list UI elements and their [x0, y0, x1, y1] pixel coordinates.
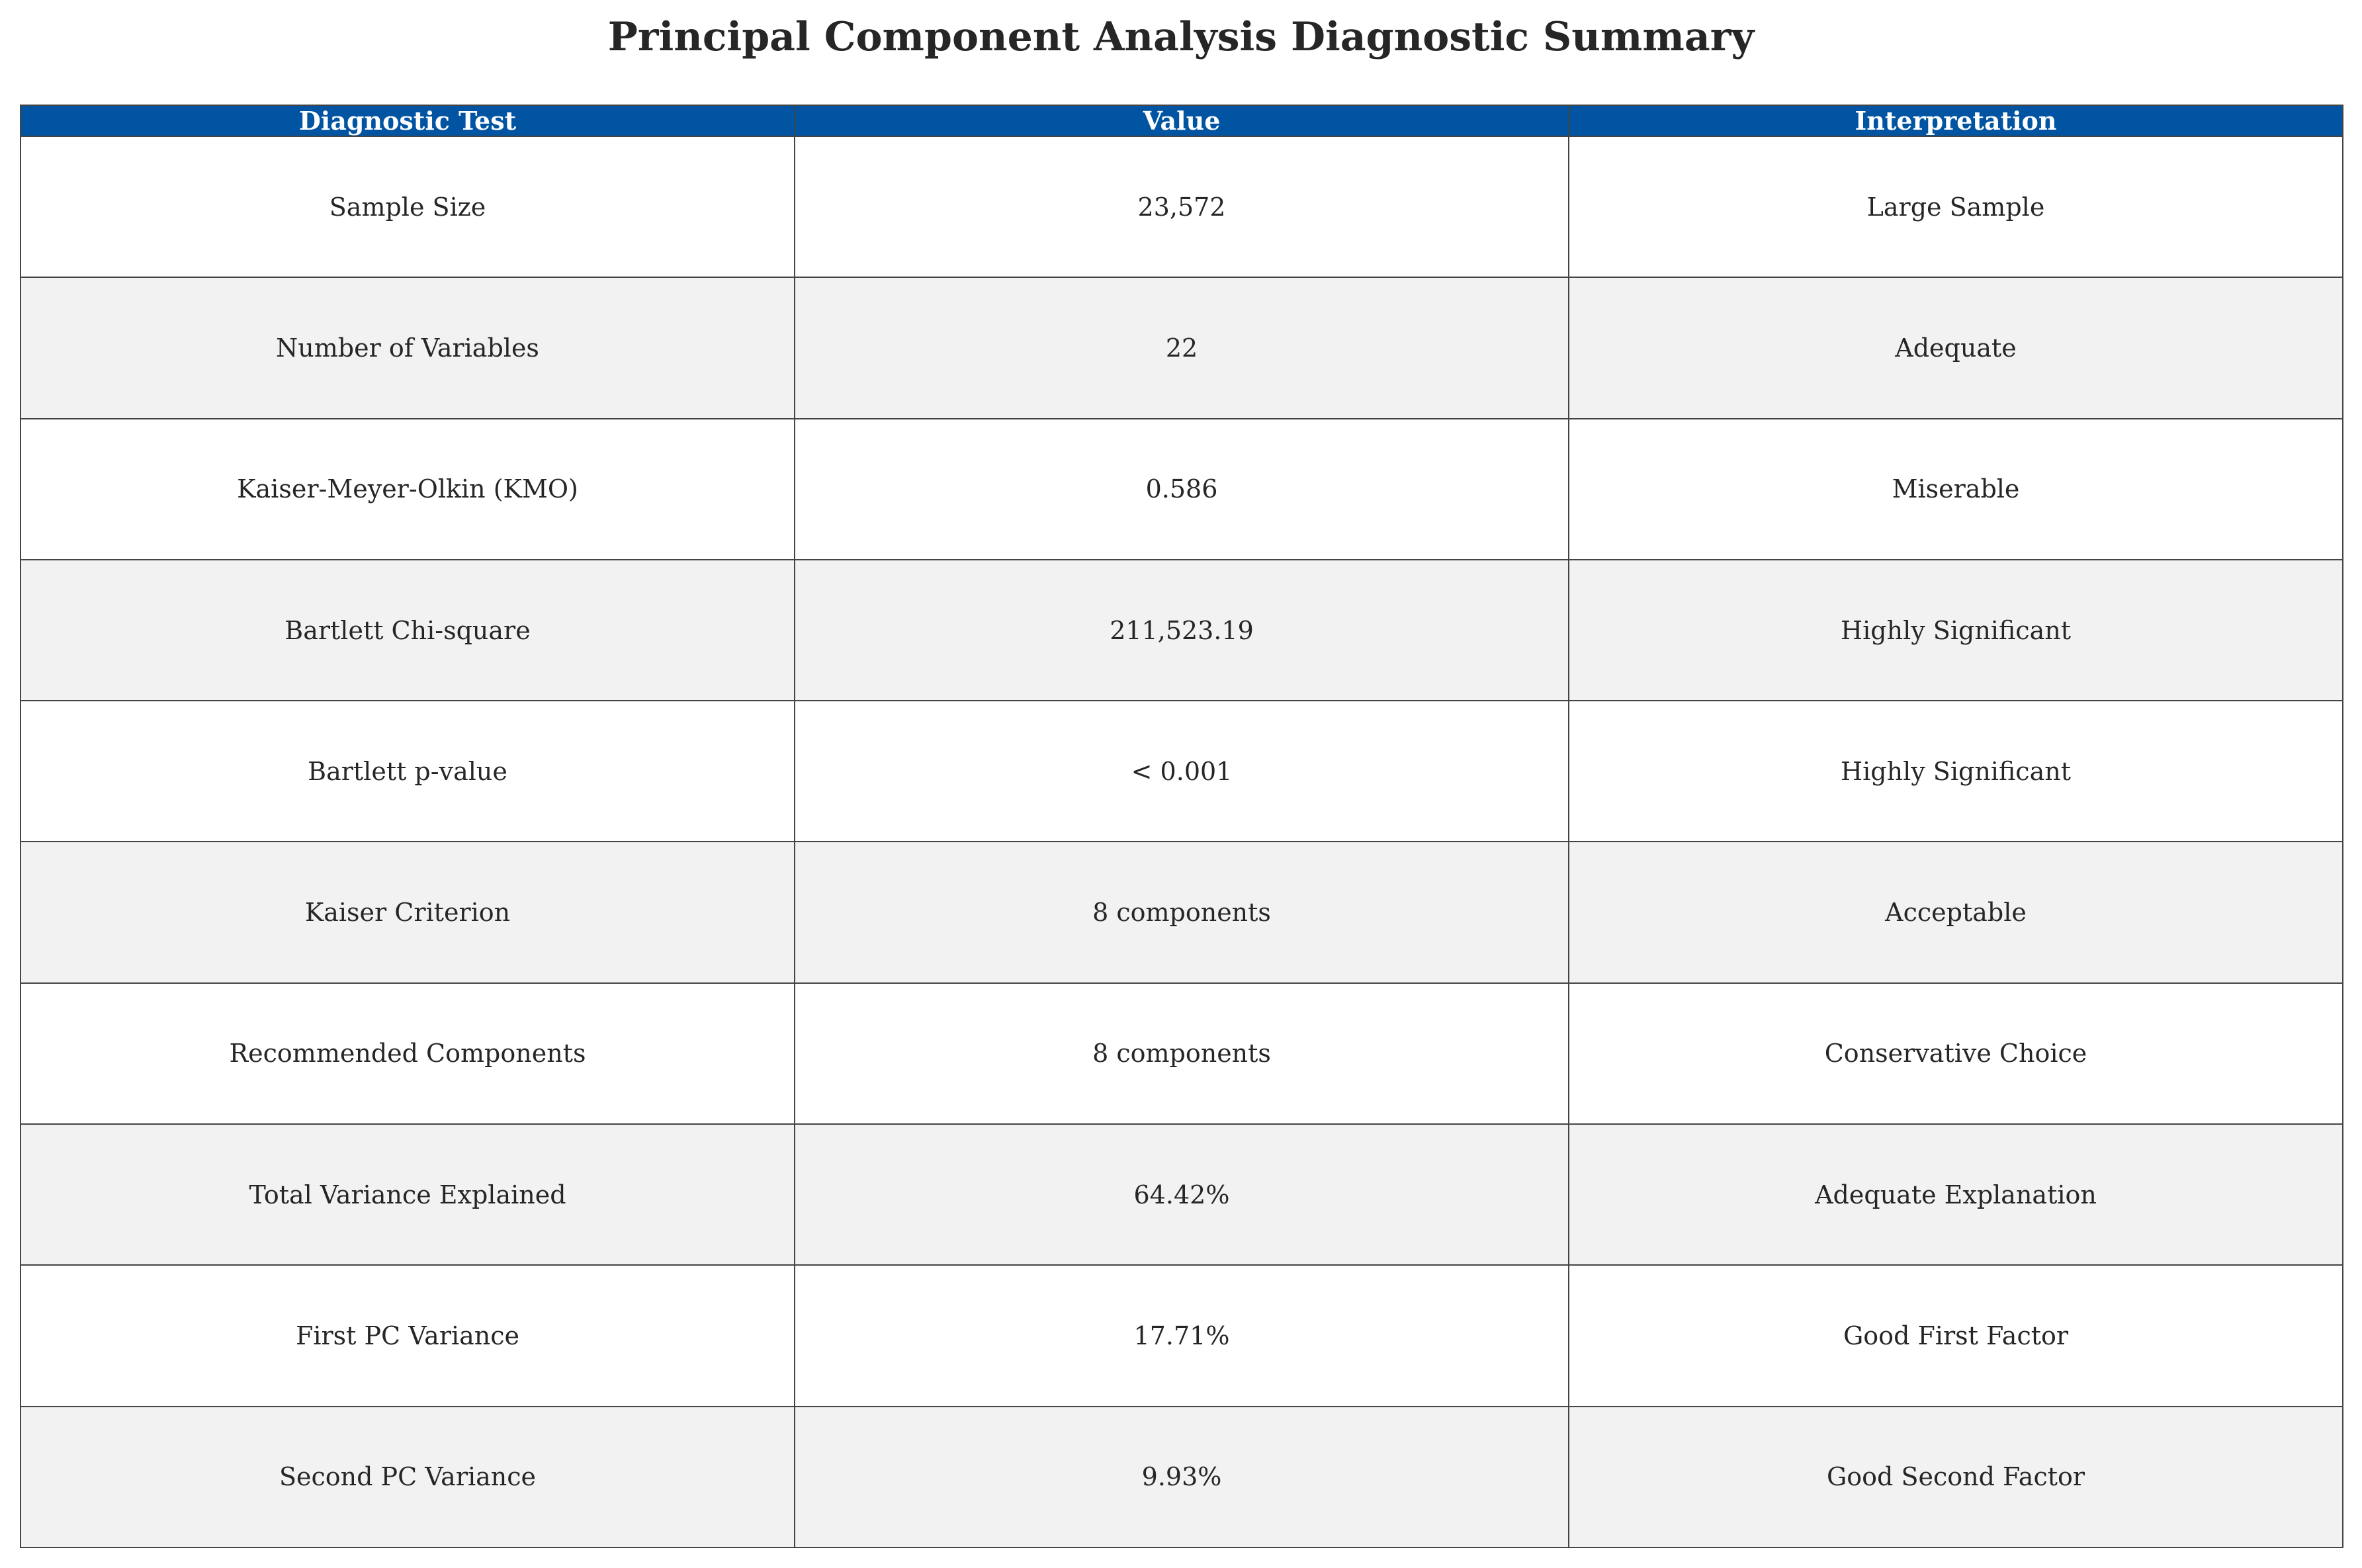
- cell-diagnostic-test: Second PC Variance: [20, 1405, 795, 1549]
- cell-interpretation: Adequate Explanation: [1568, 1123, 2343, 1266]
- cell-diagnostic-test: Sample Size: [20, 135, 795, 279]
- cell-diagnostic-test: Recommended Components: [20, 982, 795, 1125]
- cell-diagnostic-test: Bartlett Chi-square: [20, 558, 795, 702]
- table-row: Second PC Variance 9.93% Good Second Fac…: [20, 1405, 2343, 1549]
- cell-diagnostic-test: Kaiser Criterion: [20, 841, 795, 984]
- column-header-diagnostic-test: Diagnostic Test: [20, 105, 795, 137]
- table-row: Number of Variables 22 Adequate: [20, 277, 2343, 419]
- cell-diagnostic-test: First PC Variance: [20, 1264, 795, 1407]
- cell-diagnostic-test: Kaiser-Meyer-Olkin (KMO): [20, 417, 795, 560]
- table-row: First PC Variance 17.71% Good First Fact…: [20, 1264, 2343, 1407]
- cell-interpretation: Acceptable: [1568, 841, 2343, 984]
- table-row: Bartlett Chi-square 211,523.19 Highly Si…: [20, 558, 2343, 702]
- column-header-interpretation: Interpretation: [1568, 105, 2343, 137]
- table-row: Bartlett p-value < 0.001 Highly Signific…: [20, 700, 2343, 843]
- cell-interpretation: Large Sample: [1568, 135, 2343, 279]
- table-header: Diagnostic Test Value Interpretation: [20, 105, 2343, 137]
- header-row: Diagnostic Test Value Interpretation: [20, 105, 2343, 137]
- cell-value: 0.586: [794, 417, 1569, 560]
- table-body: Sample Size 23,572 Large Sample Number o…: [20, 135, 2343, 1549]
- cell-interpretation: Good Second Factor: [1568, 1405, 2343, 1549]
- cell-value: 8 components: [794, 982, 1569, 1125]
- table-row: Kaiser Criterion 8 components Acceptable: [20, 841, 2343, 984]
- cell-interpretation: Conservative Choice: [1568, 982, 2343, 1125]
- column-header-value: Value: [794, 105, 1569, 137]
- cell-diagnostic-test: Bartlett p-value: [20, 700, 795, 843]
- table-row: Total Variance Explained 64.42% Adequate…: [20, 1123, 2343, 1266]
- cell-interpretation: Adequate: [1568, 277, 2343, 419]
- cell-interpretation: Good First Factor: [1568, 1264, 2343, 1407]
- table-row: Recommended Components 8 components Cons…: [20, 982, 2343, 1125]
- cell-value: 64.42%: [794, 1123, 1569, 1266]
- cell-interpretation: Miserable: [1568, 417, 2343, 560]
- cell-value: 8 components: [794, 841, 1569, 984]
- cell-value: < 0.001: [794, 700, 1569, 843]
- diagnostic-table: Diagnostic Test Value Interpretation Sam…: [20, 105, 2343, 1549]
- cell-interpretation: Highly Significant: [1568, 700, 2343, 843]
- cell-value: 9.93%: [794, 1405, 1569, 1549]
- cell-value: 17.71%: [794, 1264, 1569, 1407]
- cell-diagnostic-test: Number of Variables: [20, 277, 795, 419]
- cell-value: 23,572: [794, 135, 1569, 279]
- cell-value: 211,523.19: [794, 558, 1569, 702]
- cell-interpretation: Highly Significant: [1568, 558, 2343, 702]
- table-title: Principal Component Analysis Diagnostic …: [607, 14, 1755, 60]
- table-row: Sample Size 23,572 Large Sample: [20, 135, 2343, 279]
- cell-diagnostic-test: Total Variance Explained: [20, 1123, 795, 1266]
- table-row: Kaiser-Meyer-Olkin (KMO) 0.586 Miserable: [20, 417, 2343, 560]
- cell-value: 22: [794, 277, 1569, 419]
